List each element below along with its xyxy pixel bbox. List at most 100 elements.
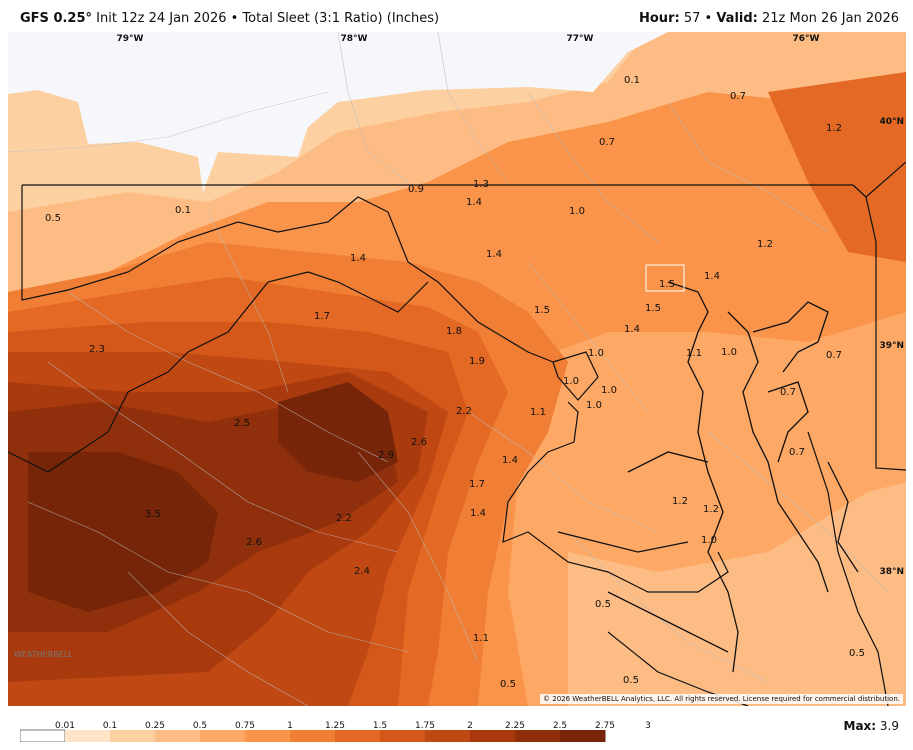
longitude-label: 77°W <box>567 34 594 44</box>
colorbar-tick-label: 0.5 <box>193 721 207 731</box>
value-label: 1.0 <box>588 348 604 359</box>
value-label: 1.2 <box>672 496 688 507</box>
value-label: 1.0 <box>586 400 602 411</box>
value-label: 0.7 <box>730 91 746 102</box>
title-separator: • <box>230 11 239 26</box>
value-label: 1.2 <box>826 123 842 134</box>
colorbar: 0.01 0.1 0.25 0.5 0.75 1 1.25 1.5 1.75 2 2.25 2.5 2.… <box>20 721 650 742</box>
value-label: 2.3 <box>89 344 105 355</box>
colorbar-tick-label: 2 <box>467 721 473 731</box>
max-value-label: Max: 3.9 <box>844 719 900 733</box>
colorbar-boxes <box>20 729 606 742</box>
value-label: 1.9 <box>469 356 485 367</box>
state-borders <box>8 161 906 706</box>
colorbar-box <box>470 730 516 742</box>
colorbar-box <box>110 730 156 742</box>
product-name: Total Sleet (3:1 Ratio) (Inches) <box>242 11 440 26</box>
value-label: 0.1 <box>175 205 191 216</box>
value-label: 2.2 <box>336 513 352 524</box>
value-label: 1.5 <box>534 305 550 316</box>
legend-footer: 0.01 0.1 0.25 0.5 0.75 1 1.25 1.5 1.75 2 2.25 2.5 2.… <box>0 706 913 750</box>
longitude-label: 78°W <box>341 34 368 44</box>
colorbar-box <box>290 730 336 742</box>
value-label: 2.4 <box>354 566 370 577</box>
value-label: 1.2 <box>757 239 773 250</box>
value-label: 0.7 <box>599 137 615 148</box>
colorbar-tick-label: 2.75 <box>595 721 615 731</box>
chesapeake-shoreline <box>557 281 859 673</box>
max-value: 3.9 <box>879 719 899 733</box>
colorbar-box <box>20 729 66 742</box>
value-label: 1.2 <box>703 504 719 515</box>
value-label: 0.5 <box>595 599 611 610</box>
weatherbell-logo: WEATHERBELL <box>14 650 73 659</box>
value-label: 1.1 <box>530 407 546 418</box>
colorbar-box <box>155 730 201 742</box>
value-label: 1.4 <box>486 249 502 260</box>
colorbar-tick-label: 1.75 <box>415 721 435 731</box>
hour-label: Hour: <box>639 11 680 26</box>
hour-separator: • <box>704 11 713 26</box>
value-label: 1.5 <box>659 279 675 290</box>
value-label: 2.2 <box>456 406 472 417</box>
colorbar-tick-label: 0.75 <box>235 721 255 731</box>
value-label: 1.4 <box>466 197 482 208</box>
longitude-label: 76°W <box>793 34 820 44</box>
value-label: 1.8 <box>446 326 462 337</box>
value-label: 0.5 <box>500 679 516 690</box>
value-label: 2.6 <box>411 437 427 448</box>
valid-value: 21z Mon 26 Jan 2026 <box>762 11 899 26</box>
colorbar-tick-label: 1.25 <box>325 721 345 731</box>
longitude-label: 79°W <box>117 34 144 44</box>
latitude-labels: 40°N 39°N 38°N <box>879 117 904 577</box>
value-label: 1.1 <box>686 348 702 359</box>
sleet-map[interactable]: 79°W 78°W 77°W 76°W 40°N 39°N 38°N 0.5 0.1 0.9 1… <box>8 32 906 706</box>
value-label: 0.5 <box>849 648 865 659</box>
hour-valid-info: Hour: 57 • Valid: 21z Mon 26 Jan 2026 <box>639 11 899 26</box>
valid-label: Valid: <box>716 11 758 26</box>
value-label: 2.5 <box>234 418 250 429</box>
value-label: 0.5 <box>45 213 61 224</box>
colorbar-box <box>380 730 426 742</box>
contour-lighter-east <box>568 482 906 706</box>
colorbar-box <box>515 730 561 742</box>
value-label: 2.6 <box>246 537 262 548</box>
value-label: 1.4 <box>350 253 366 264</box>
colorbar-box <box>65 730 111 742</box>
latitude-label: 39°N <box>879 341 904 351</box>
colorbar-tick-label: 1 <box>287 721 293 731</box>
value-label: 2.9 <box>378 450 394 461</box>
county-lines <box>8 32 889 706</box>
value-label: 1.0 <box>601 385 617 396</box>
colorbar-box <box>335 730 381 742</box>
copyright-notice: © 2026 WeatherBELL Analytics, LLC. All r… <box>540 694 903 704</box>
value-label: 0.5 <box>623 675 639 686</box>
city-box-baltimore <box>645 264 685 292</box>
latitude-label: 38°N <box>879 567 904 577</box>
value-label: 1.4 <box>624 324 640 335</box>
model-name: GFS 0.25 <box>20 11 86 26</box>
longitude-labels: 79°W 78°W 77°W 76°W <box>117 34 820 44</box>
map-title: GFS 0.25° Init 12z 24 Jan 2026 • Total S… <box>20 11 439 26</box>
value-labels: 0.5 0.1 0.9 1.3 1.4 1.0 0.1 0.7 0.7 1.2 1.4 1.4 1.2 1… <box>45 75 865 690</box>
contour-northeast-dark <box>768 72 906 262</box>
colorbar-box <box>560 730 606 742</box>
colorbar-box <box>425 730 471 742</box>
value-label: 1.0 <box>721 347 737 358</box>
colorbar-tick-label: 0.25 <box>145 721 165 731</box>
value-label: 3.5 <box>145 509 161 520</box>
degree-symbol: ° <box>85 11 93 26</box>
value-label: 1.4 <box>470 508 486 519</box>
value-label: 0.7 <box>826 350 842 361</box>
value-label: 1.7 <box>314 311 330 322</box>
value-label: 0.7 <box>789 447 805 458</box>
max-label-text: Max: <box>843 719 877 733</box>
colorbar-tick-label: 0.1 <box>103 721 117 731</box>
value-label: 1.0 <box>569 206 585 217</box>
value-label: 1.0 <box>563 376 579 387</box>
value-label: 1.5 <box>645 303 661 314</box>
colorbar-tick-label: 2.5 <box>553 721 567 731</box>
latitude-label: 40°N <box>879 117 904 127</box>
colorbar-tick-label: 3 <box>645 721 650 731</box>
value-label: 0.9 <box>408 184 424 195</box>
